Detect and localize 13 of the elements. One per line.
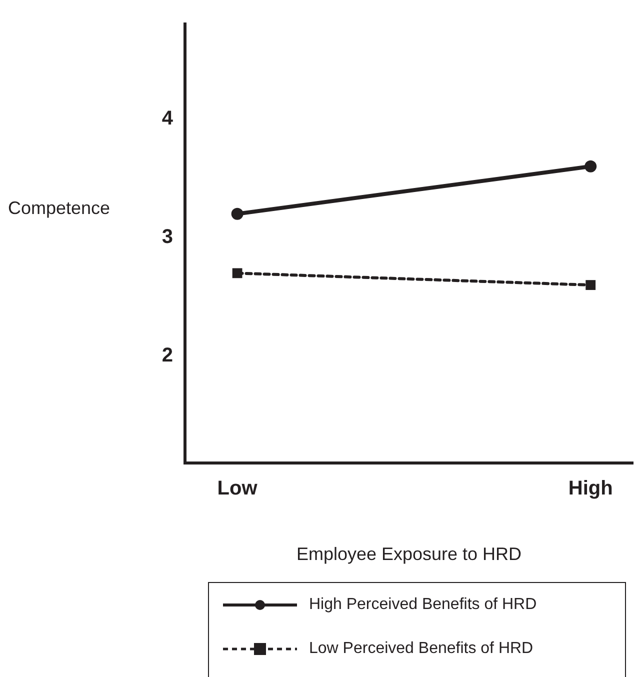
x-axis-title: Employee Exposure to HRD (296, 544, 522, 564)
y-tick-label: 3 (162, 226, 173, 248)
legend-label: High Perceived Benefits of HRD (309, 596, 537, 614)
x-tick-label: High (568, 478, 613, 500)
x-tick-label: Low (217, 478, 258, 500)
point (231, 208, 244, 220)
y-tick-label: 2 (162, 344, 173, 367)
point (232, 268, 242, 278)
y-axis-title: Competence (8, 198, 110, 218)
point (586, 280, 596, 290)
y-tick-label: 4 (162, 107, 174, 130)
point (584, 160, 597, 172)
legend-label: Low Perceived Benefits of HRD (309, 640, 534, 658)
